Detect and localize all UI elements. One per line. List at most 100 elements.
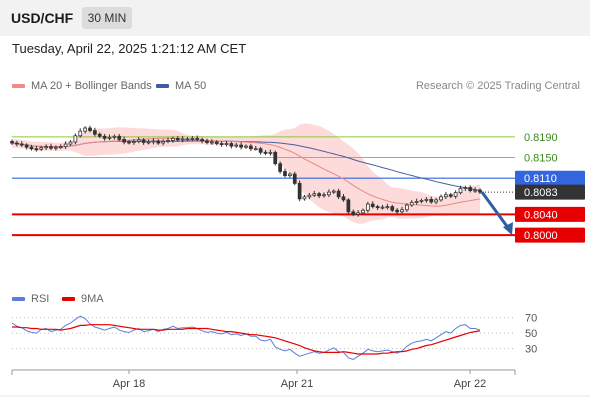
candle-body xyxy=(239,144,243,148)
candle-body xyxy=(463,187,468,189)
candle-body xyxy=(205,140,209,143)
rsi-swatch xyxy=(12,297,25,302)
legend-ma20-bollinger: MA 20 + Bollinger Bands xyxy=(12,80,152,92)
level-tag-0.8000 xyxy=(515,227,585,243)
candle-body xyxy=(132,141,136,143)
level-label-0.8040: 0.8040 xyxy=(524,209,558,221)
candle-body xyxy=(375,206,380,209)
candle-body xyxy=(424,198,429,201)
research-credit: Research © 2025 Trading Central xyxy=(415,80,580,92)
candle-body xyxy=(166,140,170,142)
bollinger-band-area xyxy=(12,123,480,224)
rsi-level-label-70: 70 xyxy=(525,313,537,325)
candle-body xyxy=(346,199,351,213)
candle-body xyxy=(322,194,326,197)
rsi-line xyxy=(11,315,481,360)
candle-body xyxy=(49,146,53,149)
candle-body xyxy=(161,141,165,144)
candle-body xyxy=(151,140,156,143)
level-label-0.8150: 0.8150 xyxy=(524,153,558,165)
x-tick-label: Apr 18 xyxy=(113,378,145,390)
candle-body xyxy=(185,138,190,141)
candle-body xyxy=(10,141,14,144)
x-tick-label: Apr 21 xyxy=(281,378,313,390)
candle-body xyxy=(458,188,463,194)
candle-body xyxy=(175,137,180,141)
ma20-swatch xyxy=(12,84,25,89)
chart-timestamp: Tuesday, April 22, 2025 1:21:12 AM CET xyxy=(12,41,247,56)
candle-body xyxy=(234,144,239,147)
candle-body xyxy=(171,137,175,141)
candle-body xyxy=(136,139,141,142)
candle-body xyxy=(409,202,414,206)
candle-body xyxy=(292,173,297,184)
candle-body xyxy=(39,147,44,150)
interval-badge[interactable]: 30 MIN xyxy=(82,7,132,29)
candle-body xyxy=(93,130,97,135)
rsi-level-label-30: 30 xyxy=(525,344,537,356)
candle-body xyxy=(351,211,356,215)
candle-body xyxy=(210,141,214,144)
candle-body xyxy=(19,143,24,146)
forecast-arrow-shaft xyxy=(480,191,511,230)
candle-body xyxy=(478,189,482,193)
candle-body xyxy=(439,196,443,201)
candle-body xyxy=(107,136,112,139)
candle-body xyxy=(219,143,224,145)
x-tick-label: Apr 22 xyxy=(454,378,486,390)
candle-body xyxy=(390,206,395,211)
candle-body xyxy=(288,173,292,177)
candle-body xyxy=(414,201,419,203)
candle-body xyxy=(244,145,248,148)
candle-body xyxy=(200,139,204,142)
candle-body xyxy=(327,191,331,196)
legend-ma50-label: MA 50 xyxy=(175,80,207,92)
level-tag-0.8110 xyxy=(515,170,585,186)
candle-body xyxy=(224,143,229,145)
candle-body xyxy=(195,137,200,140)
candle-body xyxy=(263,151,268,154)
level-label-0.8000: 0.8000 xyxy=(524,230,558,242)
candle-body xyxy=(302,196,307,200)
legend-rsi-ma: 9MA xyxy=(62,293,104,305)
candle-body xyxy=(366,203,370,211)
candle-body xyxy=(180,138,185,141)
candle-body xyxy=(249,145,253,150)
forecast-arrow-head xyxy=(503,222,513,236)
candle-body xyxy=(190,137,195,140)
candle-body xyxy=(63,143,68,148)
candle-body xyxy=(468,187,473,192)
candle-body xyxy=(473,189,477,192)
candle-body xyxy=(127,141,131,144)
candle-body xyxy=(283,171,287,177)
candle-body xyxy=(419,200,424,202)
candle-body xyxy=(229,143,234,147)
candle-body xyxy=(146,141,151,144)
candle-body xyxy=(44,146,48,149)
last-price-tag xyxy=(515,184,585,200)
candle-body xyxy=(331,190,336,193)
candle-body xyxy=(88,127,92,132)
rsi-ma-swatch xyxy=(62,297,75,302)
candle-body xyxy=(97,133,102,137)
candle-body xyxy=(73,135,78,143)
rsi-level-label-50: 50 xyxy=(525,328,537,340)
legend-rsi-label: RSI xyxy=(31,293,50,305)
candle-body xyxy=(405,204,409,211)
candle-body xyxy=(429,198,434,203)
legend-ma50: MA 50 xyxy=(156,80,206,92)
candle-body xyxy=(58,146,63,149)
candle-body xyxy=(253,148,258,151)
legend-rsi: RSI xyxy=(12,293,49,305)
ma20-line xyxy=(11,137,481,207)
candle-body xyxy=(361,209,365,214)
last-price-label: 0.8083 xyxy=(524,187,558,199)
candle-body xyxy=(297,182,302,200)
candle-body xyxy=(434,199,438,203)
rsi-ma-line xyxy=(12,324,481,355)
symbol-title: USD/CHF xyxy=(11,10,74,26)
candle-body xyxy=(448,194,453,197)
candle-body xyxy=(102,135,107,139)
candle-body xyxy=(336,190,341,198)
